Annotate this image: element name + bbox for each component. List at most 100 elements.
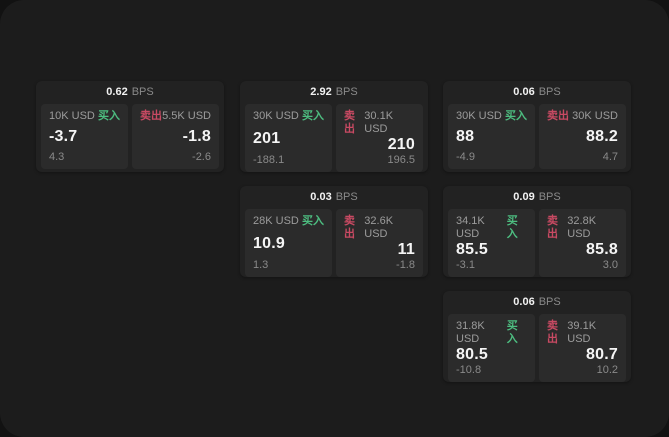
sell-panel-top: 卖出 39.1K USD — [547, 320, 618, 346]
buy-price: -3.7 — [49, 128, 78, 145]
buy-panel[interactable]: 34.1K USD 买入 85.5 -3.1 — [448, 209, 535, 277]
bps-value: 0.06 — [513, 296, 535, 308]
buy-label: 买入 — [302, 215, 324, 227]
bps-value: 0.62 — [106, 86, 128, 98]
buy-panel[interactable]: 10K USD 买入 -3.7 4.3 — [41, 104, 128, 169]
bps-unit-label: BPS — [335, 191, 358, 203]
buy-panel[interactable]: 28K USD 买入 10.9 1.3 — [245, 209, 332, 277]
sell-panel[interactable]: 卖出 30.1K USD 210 196.5 — [336, 104, 423, 172]
sell-panel[interactable]: 卖出 32.8K USD 85.8 3.0 — [539, 209, 626, 277]
sell-delta: 10.2 — [596, 364, 618, 376]
buy-panel-top: 30K USD 买入 — [253, 110, 324, 123]
sell-label: 卖出 — [140, 110, 162, 122]
sell-panel-top: 卖出 32.6K USD — [344, 215, 415, 241]
panel-row: 34.1K USD 买入 85.5 -3.1 卖出 32.8K USD 85.8… — [443, 209, 631, 280]
bps-header: 0.03 BPS — [240, 186, 428, 209]
sell-delta: 4.7 — [602, 151, 618, 163]
buy-delta: -4.9 — [456, 151, 475, 163]
buy-notional: 30K USD — [253, 110, 299, 122]
buy-price: 10.9 — [253, 234, 285, 252]
quote-card: 0.09 BPS 34.1K USD 买入 85.5 -3.1 卖出 32.8K… — [443, 186, 631, 277]
buy-panel[interactable]: 30K USD 买入 201 -188.1 — [245, 104, 332, 172]
panel-row: 30K USD 买入 201 -188.1 卖出 30.1K USD 210 1… — [240, 104, 428, 175]
buy-notional: 28K USD — [253, 215, 299, 227]
panel-row: 31.8K USD 买入 80.5 -10.8 卖出 39.1K USD 80.… — [443, 314, 631, 385]
sell-panel-top: 卖出 30.1K USD — [344, 110, 415, 136]
buy-label: 买入 — [302, 110, 324, 122]
bps-unit-label: BPS — [335, 86, 358, 98]
buy-delta: -3.1 — [456, 259, 475, 271]
bps-header: 0.09 BPS — [443, 186, 631, 209]
buy-notional: 30K USD — [456, 110, 502, 122]
bps-unit-label: BPS — [131, 86, 154, 98]
sell-panel[interactable]: 卖出 32.6K USD 11 -1.8 — [336, 209, 423, 277]
buy-panel-top: 34.1K USD 买入 — [456, 215, 527, 241]
sell-notional: 30.1K USD — [364, 110, 394, 135]
bps-value: 0.09 — [513, 191, 535, 203]
sell-label: 卖出 — [547, 110, 569, 122]
sell-delta: -2.6 — [192, 151, 211, 163]
quote-card: 0.06 BPS 31.8K USD 买入 80.5 -10.8 卖出 39.1… — [443, 291, 631, 382]
buy-price: 85.5 — [456, 241, 488, 258]
buy-notional: 31.8K USD — [456, 320, 485, 345]
sell-panel[interactable]: 卖出 39.1K USD 80.7 10.2 — [539, 314, 626, 382]
buy-delta: 4.3 — [49, 151, 65, 163]
buy-delta: -188.1 — [253, 154, 285, 166]
buy-label: 买入 — [506, 215, 518, 240]
sell-panel-top: 卖出 30K USD — [547, 110, 618, 123]
bps-unit-label: BPS — [538, 296, 561, 308]
sell-label: 卖出 — [547, 320, 558, 345]
buy-panel-top: 28K USD 买入 — [253, 215, 324, 228]
buy-panel[interactable]: 30K USD 买入 88 -4.9 — [448, 104, 535, 169]
sell-panel-top: 卖出 32.8K USD — [547, 215, 618, 241]
sell-notional: 32.8K USD — [567, 215, 597, 240]
sell-label: 卖出 — [344, 110, 355, 135]
bps-unit-label: BPS — [538, 191, 561, 203]
sell-price: 85.8 — [586, 241, 618, 258]
sell-price: 88.2 — [586, 128, 618, 145]
buy-price: 80.5 — [456, 346, 488, 363]
buy-price: 88 — [456, 128, 475, 145]
sell-price: 80.7 — [586, 346, 618, 363]
bps-value: 2.92 — [310, 86, 332, 98]
panel-row: 28K USD 买入 10.9 1.3 卖出 32.6K USD 11 -1.8 — [240, 209, 428, 280]
sell-delta: 196.5 — [387, 154, 415, 166]
quote-card: 0.06 BPS 30K USD 买入 88 -4.9 卖出 30K USD 8… — [443, 81, 631, 172]
buy-panel-top: 30K USD 买入 — [456, 110, 527, 123]
bps-header: 0.06 BPS — [443, 81, 631, 104]
buy-panel-top: 31.8K USD 买入 — [456, 320, 527, 346]
sell-panel[interactable]: 卖出 30K USD 88.2 4.7 — [539, 104, 626, 169]
sell-notional: 32.6K USD — [364, 215, 394, 240]
sell-panel[interactable]: 卖出 5.5K USD -1.8 -2.6 — [132, 104, 219, 169]
buy-price: 201 — [253, 129, 281, 147]
buy-label: 买入 — [506, 320, 518, 345]
sell-notional: 39.1K USD — [567, 320, 597, 345]
sell-delta: -1.8 — [396, 259, 415, 271]
buy-panel[interactable]: 31.8K USD 买入 80.5 -10.8 — [448, 314, 535, 382]
sell-price: 210 — [387, 136, 415, 153]
buy-notional: 34.1K USD — [456, 215, 485, 240]
quote-card: 0.62 BPS 10K USD 买入 -3.7 4.3 卖出 5.5K USD… — [36, 81, 224, 172]
sell-panel-top: 卖出 5.5K USD — [140, 110, 211, 123]
sell-label: 卖出 — [547, 215, 558, 240]
bps-unit-label: BPS — [538, 86, 561, 98]
bps-value: 0.06 — [513, 86, 535, 98]
quote-card: 0.03 BPS 28K USD 买入 10.9 1.3 卖出 32.6K US… — [240, 186, 428, 277]
bps-header: 0.62 BPS — [36, 81, 224, 104]
quote-card: 2.92 BPS 30K USD 买入 201 -188.1 卖出 30.1K … — [240, 81, 428, 172]
buy-delta: -10.8 — [456, 364, 482, 376]
sell-label: 卖出 — [344, 215, 355, 240]
buy-label: 买入 — [98, 110, 120, 122]
buy-panel-top: 10K USD 买入 — [49, 110, 120, 123]
bps-header: 2.92 BPS — [240, 81, 428, 104]
sell-price: -1.8 — [182, 128, 211, 145]
sell-delta: 3.0 — [602, 259, 618, 271]
panel-row: 10K USD 买入 -3.7 4.3 卖出 5.5K USD -1.8 -2.… — [36, 104, 224, 172]
buy-delta: 1.3 — [253, 259, 269, 271]
buy-label: 买入 — [505, 110, 527, 122]
panel-row: 30K USD 买入 88 -4.9 卖出 30K USD 88.2 4.7 — [443, 104, 631, 172]
sell-notional: 30K USD — [572, 110, 618, 122]
sell-price: 11 — [397, 241, 415, 258]
